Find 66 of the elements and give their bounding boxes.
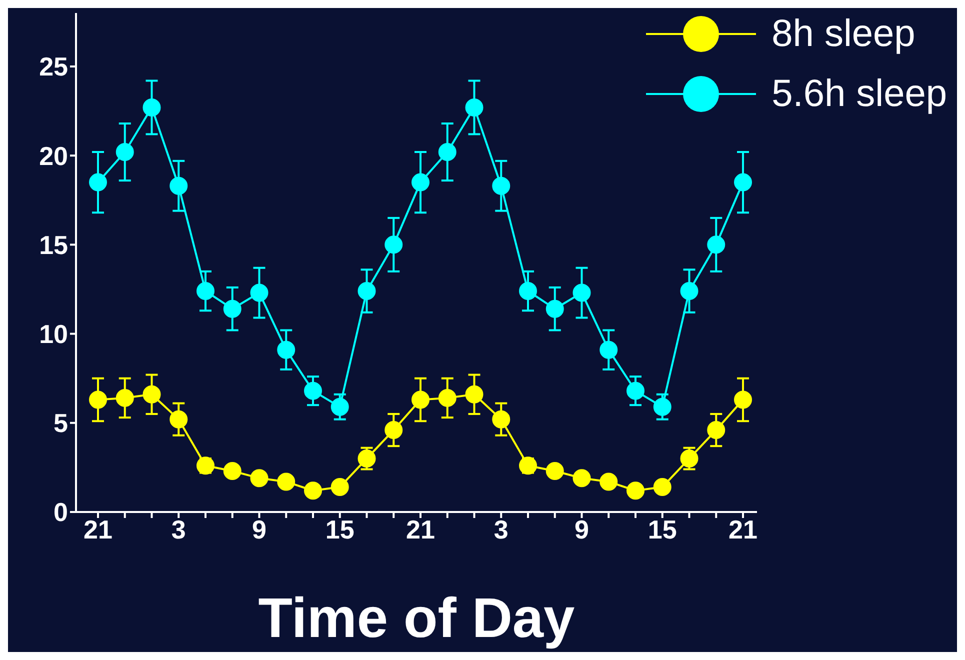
point (170, 176, 188, 195)
point (626, 382, 644, 400)
y-tick-label: 15 (39, 230, 68, 260)
point (734, 390, 752, 409)
y-tick-label: 0 (54, 497, 68, 528)
point (412, 390, 430, 409)
point (680, 450, 698, 468)
point (572, 284, 591, 302)
point (116, 143, 134, 162)
x-tick-label: 3 (494, 514, 508, 544)
point (734, 173, 752, 192)
point (196, 282, 214, 300)
point (546, 462, 564, 480)
y-tick-label: 20 (39, 140, 68, 171)
point (626, 482, 644, 500)
point (572, 469, 591, 488)
point (116, 388, 134, 407)
x-tick-label: 21 (406, 514, 435, 544)
x-tick-label: 15 (648, 514, 677, 544)
y-tick-label: 10 (39, 319, 68, 350)
point (89, 173, 107, 192)
point (330, 478, 349, 496)
point (358, 450, 376, 468)
point (250, 469, 268, 488)
point (492, 176, 510, 195)
point (680, 282, 698, 300)
point (465, 385, 484, 404)
point (438, 143, 456, 162)
point (653, 478, 672, 496)
point (384, 421, 403, 440)
point (223, 462, 242, 480)
point (465, 98, 484, 116)
x-tick-label: 21 (728, 514, 758, 544)
y-tick-label: 25 (39, 52, 68, 82)
point (707, 421, 726, 440)
x-axis-title: Time of Day (258, 586, 575, 649)
y-tick-label: 5 (54, 408, 68, 438)
point (142, 385, 161, 404)
x-tick-label: 21 (84, 514, 112, 544)
point (600, 472, 618, 491)
x-tick-label: 9 (252, 514, 266, 544)
point (519, 282, 537, 300)
point (277, 340, 296, 359)
x-tick-label: 15 (325, 514, 354, 544)
point (653, 398, 672, 416)
point (170, 410, 188, 428)
x-tick-label: 9 (574, 514, 589, 544)
point (546, 300, 564, 318)
point (142, 98, 161, 116)
point (277, 472, 296, 491)
point (330, 398, 349, 416)
legend-label: 5.6h sleep (772, 72, 947, 116)
point (223, 300, 242, 318)
point (358, 282, 376, 300)
point (250, 284, 268, 302)
point (707, 236, 726, 254)
point (438, 388, 456, 407)
point (304, 482, 322, 500)
point (89, 390, 107, 409)
point (492, 410, 510, 428)
point (384, 236, 403, 254)
point (304, 382, 322, 400)
x-tick-label: 3 (171, 514, 186, 544)
point (412, 173, 430, 192)
legend-label: 8h sleep (772, 12, 916, 56)
point (600, 340, 618, 359)
